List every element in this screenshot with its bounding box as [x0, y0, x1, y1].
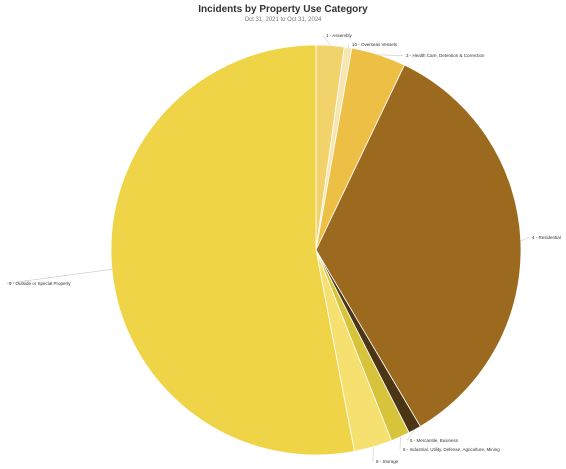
slice-leader-line [347, 44, 350, 48]
pie-slice[interactable] [110, 44, 355, 456]
slice-leader-line [5, 269, 112, 284]
slice-leader-line [378, 54, 404, 56]
slice-label: 3 - Health Care, Detention & Correction [406, 53, 485, 58]
slice-label: 4 - Residential [532, 235, 561, 240]
slice-label: 9 - Outside or Special Property [9, 281, 71, 286]
chart-subtitle: Oct 31, 2021 to Oct 31, 2024 [244, 17, 322, 23]
slice-label: 8 - Storage [376, 459, 399, 464]
slice-label: 6 - Industrial, Utility, Defense, Agricu… [403, 447, 500, 452]
chart-title: Incidents by Property Use Category [198, 4, 368, 15]
slice-leader-line [406, 429, 415, 441]
slice-leader-line [322, 35, 331, 46]
slice-label: 10 - Overseas Vessels [352, 42, 398, 47]
slice-label: 1 - Assembly [326, 33, 353, 38]
slice-leader-line [520, 237, 530, 242]
slice-label: 5 - Mercantile, Business [410, 438, 459, 443]
